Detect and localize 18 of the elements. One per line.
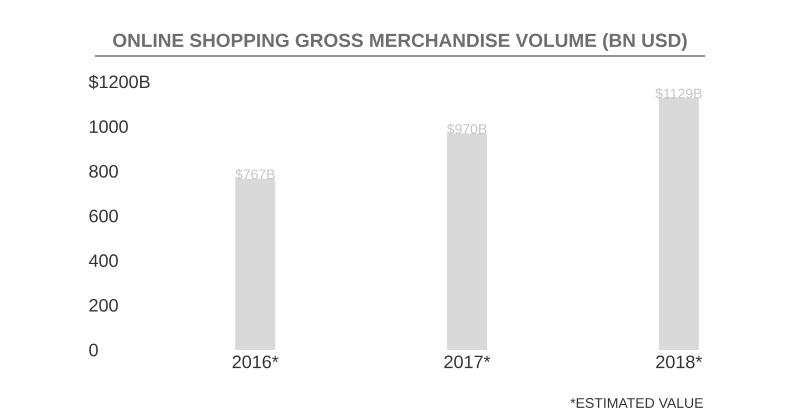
x-tick-label: 2017* (444, 356, 490, 368)
bar (658, 98, 699, 350)
chart-title: ONLINE SHOPPING GROSS MERCHANDISE VOLUME (BN USD) (113, 33, 687, 51)
data-label: $970B (446, 123, 487, 135)
text: *ESTIMATED VALUE (570, 398, 703, 408)
bar (447, 133, 488, 350)
y-tick-label: 800 (89, 164, 118, 178)
data-label: $767B (235, 168, 275, 180)
y-tick-label: 200 (89, 298, 118, 312)
y-tick-label: 1000 (90, 120, 128, 134)
x-tick-label: 2016* (232, 356, 278, 368)
y-tick-label: 0 (89, 344, 98, 356)
data-label: $1129B (655, 88, 702, 100)
y-tick-label: $1200B (88, 74, 150, 90)
bar (235, 178, 276, 350)
y-tick-label: 600 (89, 210, 118, 222)
y-tick-label: 400 (88, 254, 118, 268)
x-tick-label: 2018* (656, 356, 702, 368)
